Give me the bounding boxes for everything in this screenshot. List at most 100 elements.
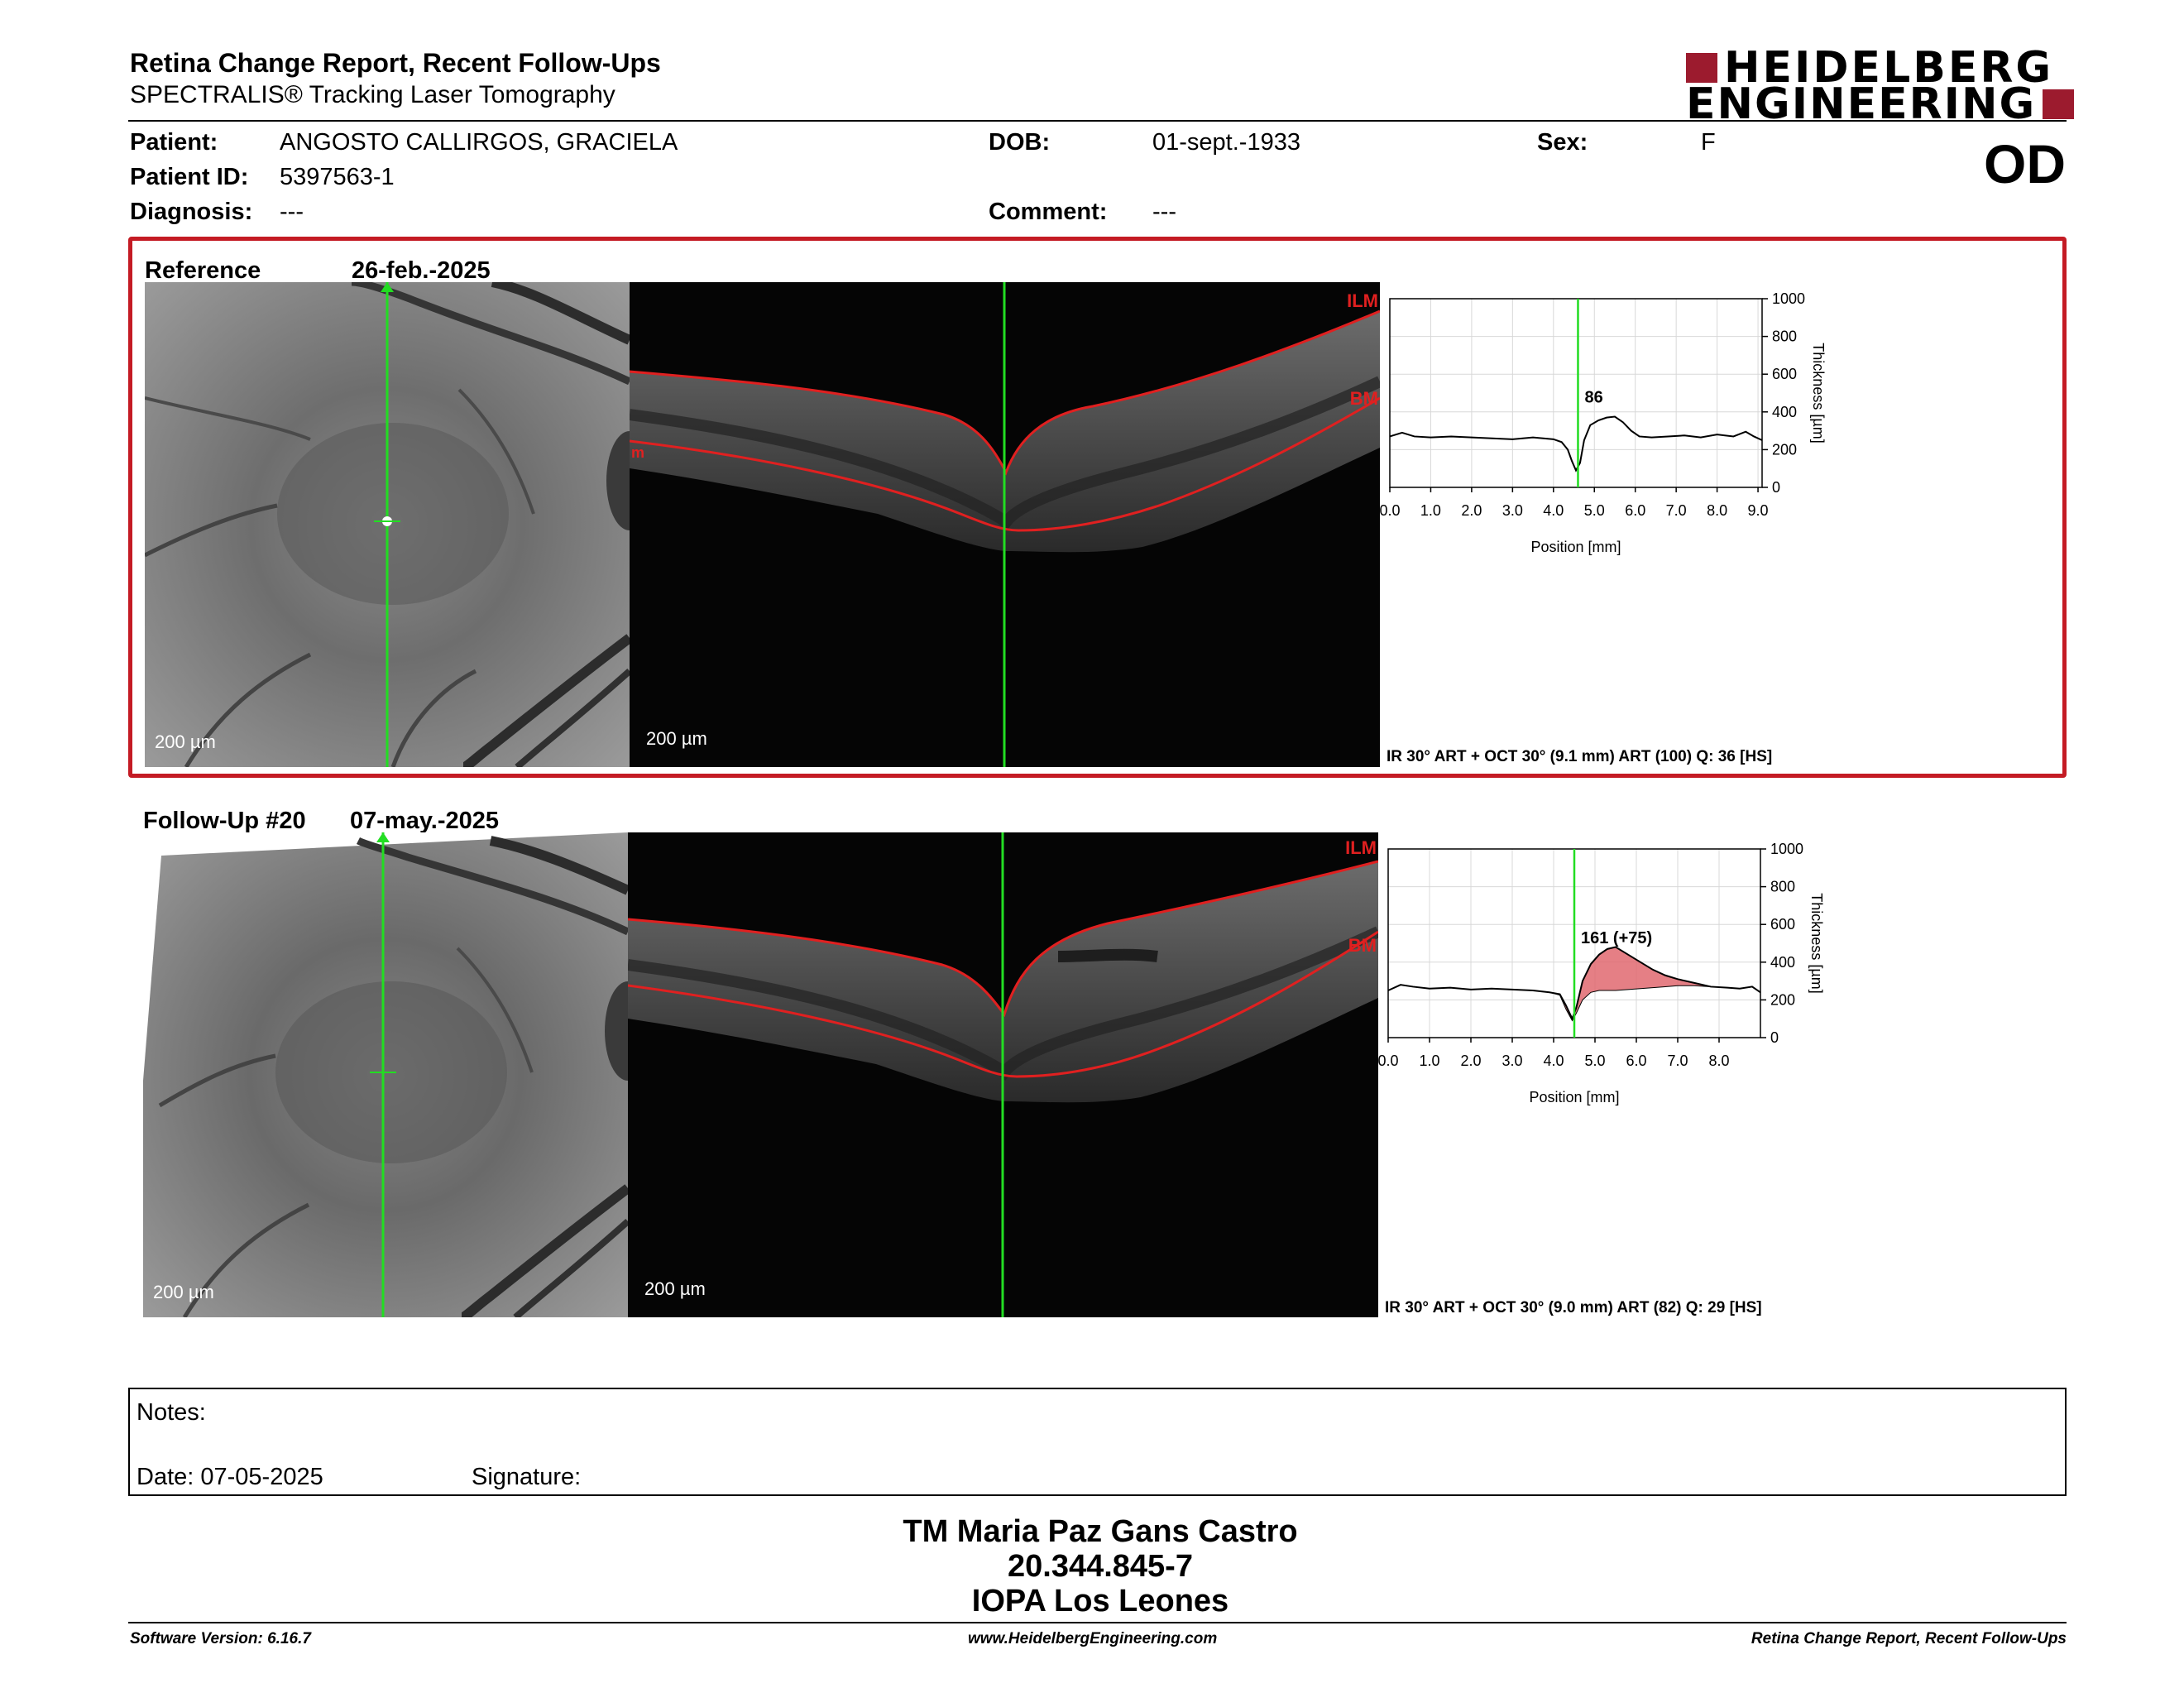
reference-thickness-chart: 0 200 400 600 800 1000 0.0 1.0 2.0 3.0 4.0 5.0 6.0 7.… <box>1380 290 1827 572</box>
bm-label: BM <box>1349 388 1378 409</box>
reference-fundus-image: 200 µm <box>145 282 630 767</box>
y-axis-label: Thickness [µm] <box>1808 893 1825 993</box>
x-axis-label: Position [mm] <box>1529 1089 1619 1105</box>
bm-left-label: m <box>631 444 645 461</box>
followup-fundus-image: 200 µm <box>143 832 628 1317</box>
reference-label: Reference <box>145 257 261 284</box>
thickness-change-area <box>1599 948 1607 990</box>
x-tick-label: 1.0 <box>1420 502 1441 519</box>
header-divider <box>128 120 2067 122</box>
x-tick-label: 5.0 <box>1584 1053 1605 1069</box>
y-tick-label: 0 <box>1772 479 1780 496</box>
y-tick-label: 200 <box>1770 991 1795 1008</box>
website: www.HeidelbergEngineering.com <box>968 1630 1218 1647</box>
x-tick-label: 2.0 <box>1461 502 1482 519</box>
thickness-change-area <box>1616 947 1628 990</box>
x-tick-label: 0.0 <box>1380 502 1401 519</box>
followup-label: Follow-Up #20 <box>143 808 306 834</box>
followup-date: 07-may.-2025 <box>350 808 500 834</box>
followup-oct-scale-label: 200 µm <box>644 1278 706 1299</box>
reference-thickness-svg: 0 200 400 600 800 1000 0.0 1.0 2.0 3.0 4.0 5.0 6.0 7.… <box>1380 290 1827 555</box>
notes-label: Notes: <box>136 1399 206 1426</box>
x-tick-label: 5.0 <box>1584 502 1605 519</box>
y-tick-label: 1000 <box>1770 841 1803 857</box>
x-axis-label: Position [mm] <box>1530 539 1621 555</box>
x-tick-label: 3.0 <box>1502 1053 1522 1069</box>
oct-scale-label: 200 µm <box>646 728 707 749</box>
x-tick-label: 3.0 <box>1502 502 1523 519</box>
thickness-line <box>1389 415 1763 472</box>
followup-oct-bscan: ILM BM 200 µm <box>628 832 1378 1317</box>
footer-report-name: Retina Change Report, Recent Follow-Ups <box>1751 1630 2067 1647</box>
x-tick-label: 7.0 <box>1667 1053 1688 1069</box>
y-tick-label: 200 <box>1772 441 1797 458</box>
y-tick-label: 400 <box>1770 954 1795 971</box>
report-title: Retina Change Report, Recent Follow-Ups <box>130 48 661 78</box>
reference-scan-info: IR 30° ART + OCT 30° (9.1 mm) ART (100) … <box>1387 748 1773 765</box>
diagnosis-label: Diagnosis: <box>130 199 253 225</box>
oct-drawing <box>630 282 1380 767</box>
logo-red-block <box>1686 53 1717 83</box>
logo-text-heidelberg: HEIDELBERG <box>1724 43 2054 93</box>
logo-red-block <box>2043 89 2075 119</box>
patient-label: Patient: <box>130 129 218 156</box>
oct-drawing-followup <box>628 832 1378 1317</box>
reference-panel: Reference 26-feb.-2025 <box>128 237 2067 778</box>
logo-text-engineering: ENGINEERING <box>1686 79 2037 129</box>
patient-id-value: 5397563-1 <box>280 164 395 190</box>
y-tick-label: 800 <box>1772 328 1797 345</box>
notes-section: Notes: Date: 07-05-2025 Signature: <box>128 1388 2067 1496</box>
stamp-id: 20.344.845-7 <box>1008 1549 1193 1584</box>
thickness-change-area <box>1607 947 1616 990</box>
y-axis-label: Thickness [µm] <box>1810 343 1827 443</box>
x-tick-label: 6.0 <box>1626 1053 1646 1069</box>
thickness-annotation: 161 (+75) <box>1581 929 1652 947</box>
y-tick-label: 600 <box>1770 916 1795 933</box>
reference-oct-bscan: ILM BM m 200 µm <box>630 282 1380 767</box>
notes-date: Date: 07-05-2025 <box>136 1464 323 1490</box>
x-tick-label: 9.0 <box>1748 502 1769 519</box>
software-version: Software Version: 6.16.7 <box>130 1630 311 1647</box>
followup-scan-info: IR 30° ART + OCT 30° (9.0 mm) ART (82) Q… <box>1385 1299 1762 1316</box>
dob-value: 01-sept.-1933 <box>1152 129 1300 156</box>
x-tick-label: 4.0 <box>1543 1053 1564 1069</box>
slo-scale-label: 200 µm <box>155 731 216 752</box>
report-subtitle: SPECTRALIS® Tracking Laser Tomography <box>130 81 615 108</box>
patient-id-label: Patient ID: <box>130 164 249 190</box>
y-tick-label: 0 <box>1770 1029 1779 1046</box>
comment-label: Comment: <box>989 199 1108 225</box>
x-tick-label: 2.0 <box>1460 1053 1481 1069</box>
x-tick-label: 1.0 <box>1419 1053 1439 1069</box>
diagnosis-value: --- <box>280 199 304 225</box>
x-tick-label: 8.0 <box>1707 502 1727 519</box>
x-tick-label: 0.0 <box>1378 1053 1399 1069</box>
stamp-name: TM Maria Paz Gans Castro <box>903 1514 1298 1549</box>
followup-thickness-chart: 0 200 400 600 800 1000 0.0 1.0 2.0 3.0 4.0 5.0 6.0 7.… <box>1378 841 1825 1122</box>
footer-divider <box>128 1622 2067 1623</box>
thickness-change-area <box>1583 964 1591 1000</box>
stamp-institution: IOPA Los Leones <box>971 1584 1229 1618</box>
fundus-drawing <box>145 282 630 767</box>
y-tick-label: 600 <box>1772 366 1797 382</box>
thickness-annotation: 86 <box>1584 388 1602 406</box>
followup-bm-label: BM <box>1348 935 1377 956</box>
followup-thickness-svg: 0 200 400 600 800 1000 0.0 1.0 2.0 3.0 4.0 5.0 6.0 7.… <box>1378 841 1825 1105</box>
heidelberg-logo-line1: HEIDELBERG <box>1686 46 2053 89</box>
x-tick-label: 7.0 <box>1666 502 1687 519</box>
sex-value: F <box>1701 129 1716 156</box>
x-tick-label: 4.0 <box>1543 502 1564 519</box>
patient-name: ANGOSTO CALLIRGOS, GRACIELA <box>280 129 678 156</box>
plot-frame <box>1389 298 1763 488</box>
thickness-change-area <box>1628 954 1640 990</box>
thickness-change-area <box>1591 954 1599 993</box>
followup-panel: Follow-Up #20 07-may.-2025 <box>128 799 2067 1329</box>
dob-label: DOB: <box>989 129 1051 156</box>
heidelberg-logo-line2: ENGINEERING <box>1686 79 2075 129</box>
comment-value: --- <box>1152 199 1176 225</box>
x-tick-label: 8.0 <box>1708 1053 1729 1069</box>
sex-label: Sex: <box>1537 129 1588 156</box>
y-tick-label: 800 <box>1770 879 1795 895</box>
thickness-line-reference <box>1387 984 1761 1022</box>
signature-label: Signature: <box>472 1464 582 1490</box>
thickness-change-area <box>1665 975 1678 987</box>
